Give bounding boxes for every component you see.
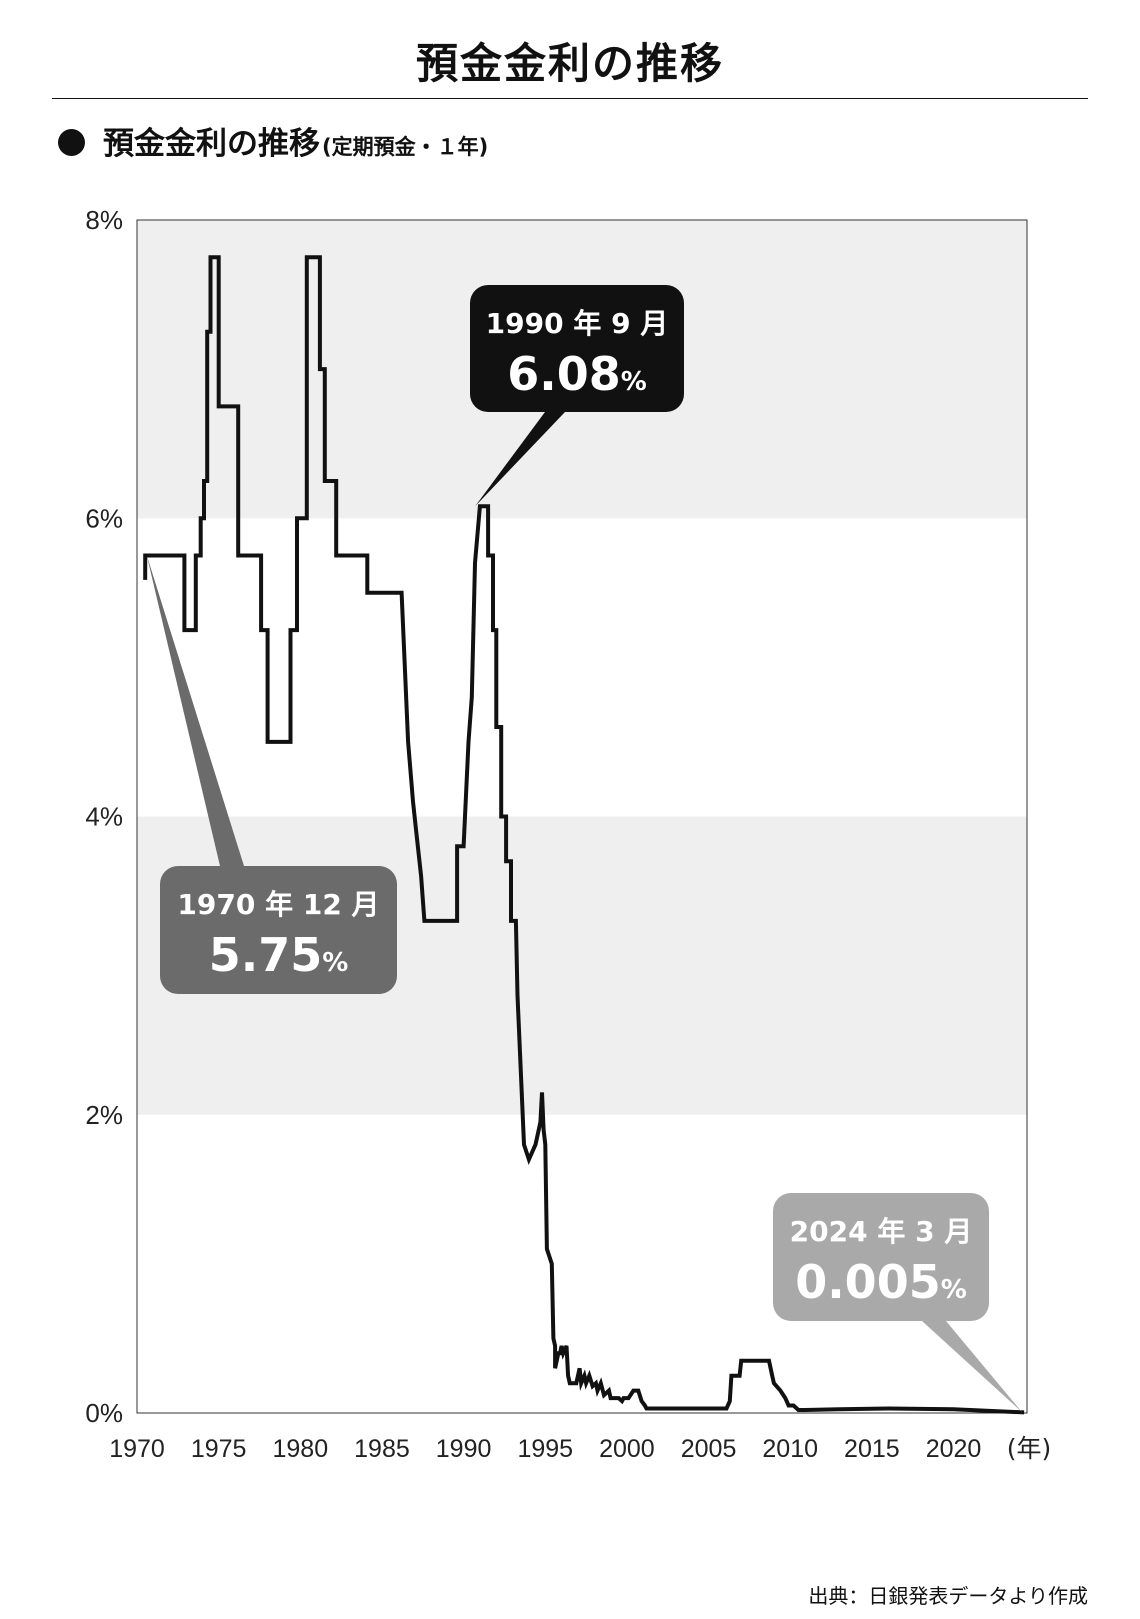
x-tick-label-2000: 2000 <box>599 1435 655 1463</box>
callout-value: 0.005% <box>795 1255 967 1309</box>
callout-light: 2024 年 3 月 0.005% <box>773 1193 1023 1413</box>
bullet-icon <box>58 129 85 156</box>
callout-value-number: 5.75 <box>209 928 323 982</box>
x-tick-label-1975: 1975 <box>191 1435 247 1463</box>
y-tick-label-6pct: 6% <box>85 503 123 533</box>
x-tick-label-2005: 2005 <box>681 1435 737 1463</box>
y-tick-label-4pct: 4% <box>85 802 123 832</box>
callout-value-unit: % <box>322 948 348 978</box>
callout-value-unit: % <box>621 367 647 397</box>
x-tick-label-2020: 2020 <box>926 1435 982 1463</box>
page-title: 預金金利の推移 <box>415 39 724 88</box>
rate-series-line-0 <box>143 255 1025 1415</box>
interest-rate-chart: 0% 2% 4% 6% 8% 1970 1975 1980 1985 1990 1995 2000 20… <box>85 205 1052 1463</box>
chart-heading: 預金金利の推移 (定期預金・１年) <box>58 118 488 163</box>
callout-value: 6.08% <box>507 347 647 401</box>
y-tick-label-2pct: 2% <box>85 1100 123 1130</box>
callout-mid: 1970 年 12 月 5.75% <box>146 555 397 994</box>
title-divider <box>52 98 1088 99</box>
x-tick-label-1985: 1985 <box>354 1435 410 1463</box>
callout-value-unit: % <box>941 1275 967 1305</box>
plot-frame <box>136 219 1028 1414</box>
source-note: 出典：日銀発表データより作成 <box>808 1584 1088 1608</box>
callout-date: 1970 年 12 月 <box>177 888 379 921</box>
callout-box <box>773 1193 989 1321</box>
x-axis-unit-label: (年) <box>1007 1434 1052 1463</box>
chart-heading-subtext: (定期預金・１年) <box>322 135 489 159</box>
x-tick-label-2010: 2010 <box>762 1435 818 1463</box>
callout-pointer <box>475 412 565 507</box>
callout-box <box>160 866 397 994</box>
x-tick-label-1980: 1980 <box>272 1435 328 1463</box>
callout-date: 2024 年 3 月 <box>790 1215 973 1248</box>
x-tick-label-1990: 1990 <box>436 1435 492 1463</box>
callout-value-number: 0.005 <box>795 1255 941 1309</box>
callout-dark: 1990 年 9 月 6.08% <box>470 285 684 507</box>
callout-pointer <box>922 1321 1023 1413</box>
callout-value-number: 6.08 <box>507 347 621 401</box>
x-tick-label-2015: 2015 <box>844 1435 900 1463</box>
callout-box <box>470 285 684 412</box>
x-tick-label-1995: 1995 <box>517 1435 573 1463</box>
callout-date: 1990 年 9 月 <box>486 307 669 340</box>
chart-heading-text: 預金金利の推移 <box>103 126 320 162</box>
callout-pointer <box>146 555 244 866</box>
callout-value: 5.75% <box>209 928 349 982</box>
y-tick-label-8pct: 8% <box>85 205 123 235</box>
x-tick-label-1970: 1970 <box>109 1435 165 1463</box>
y-tick-label-0pct: 0% <box>85 1398 123 1428</box>
